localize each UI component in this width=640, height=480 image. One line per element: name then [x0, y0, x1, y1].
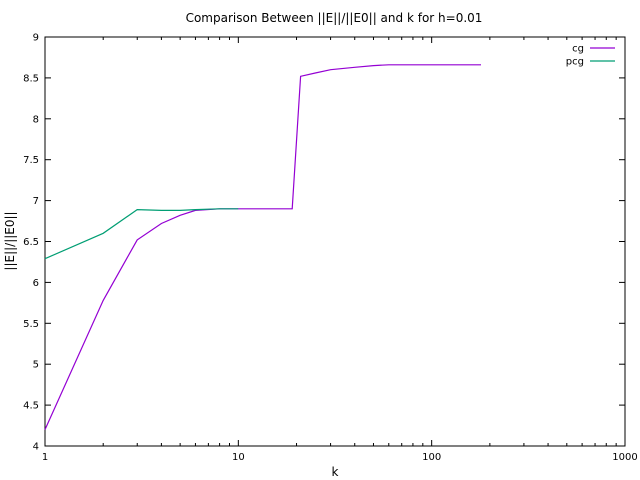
y-tick-label: 5: [33, 360, 39, 371]
x-axis-label: k: [332, 465, 339, 479]
y-tick-label: 4: [33, 442, 39, 453]
ticks-layer: 4 4.5 5 5.5 6 6.5 7 7.5 8 8.5 9 1 10 100 1000: [23, 33, 638, 464]
y-tick-label: 7: [33, 196, 39, 207]
legend: cg pcg: [566, 44, 615, 68]
y-tick-label: 4.5: [23, 401, 39, 412]
series-line-cg: [44, 64, 481, 430]
x-tick-label: 1: [42, 452, 48, 463]
series-line-pcg: [44, 208, 239, 260]
y-tick-label: 5.5: [23, 319, 39, 330]
y-tick-label: 8: [33, 114, 39, 125]
y-tick-label: 7.5: [23, 155, 39, 166]
x-tick-label: 1000: [612, 452, 637, 463]
y-axis-label: ||E||/||E0||: [3, 211, 17, 270]
plot-frame: [44, 36, 626, 447]
series-layer: [44, 64, 481, 430]
legend-label-pcg: pcg: [566, 57, 584, 68]
y-tick-label: 8.5: [23, 73, 39, 84]
x-tick-label: 10: [232, 452, 245, 463]
chart-title: Comparison Between ||E||/||E0|| and k fo…: [186, 11, 483, 25]
x-tick-label: 100: [422, 452, 441, 463]
y-tick-label: 9: [33, 33, 39, 44]
legend-label-cg: cg: [572, 44, 584, 55]
y-tick-label: 6: [33, 278, 39, 289]
y-tick-label: 6.5: [23, 237, 39, 248]
